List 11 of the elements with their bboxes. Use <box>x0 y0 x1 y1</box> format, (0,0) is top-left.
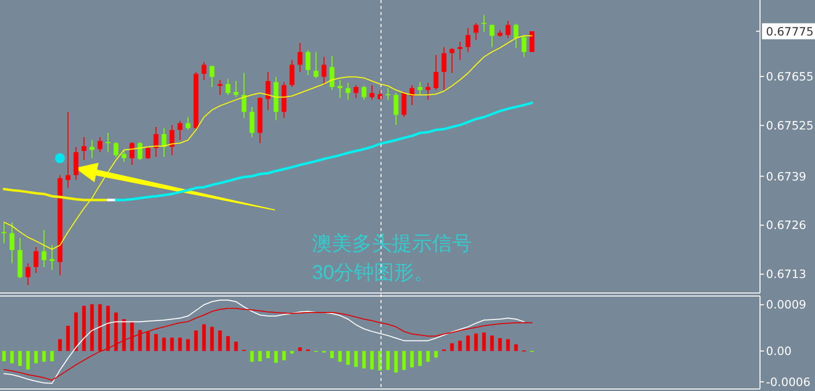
ytick: 0.6739 <box>766 169 806 184</box>
ytick: 0.6713 <box>766 267 806 282</box>
reflabel: 0.67775 <box>766 24 814 38</box>
ytick: 0.00 <box>766 344 792 358</box>
ytick: 0.67525 <box>766 118 814 132</box>
ytick: -0.0006 <box>766 374 810 389</box>
annotation: 30分钟图形。 <box>312 262 434 284</box>
ytick: 0.6726 <box>766 218 806 232</box>
annotation: 澳美多头提示信号 <box>312 233 472 255</box>
ytick: 0.0009 <box>766 298 806 312</box>
ytick: 0.67655 <box>766 69 814 84</box>
